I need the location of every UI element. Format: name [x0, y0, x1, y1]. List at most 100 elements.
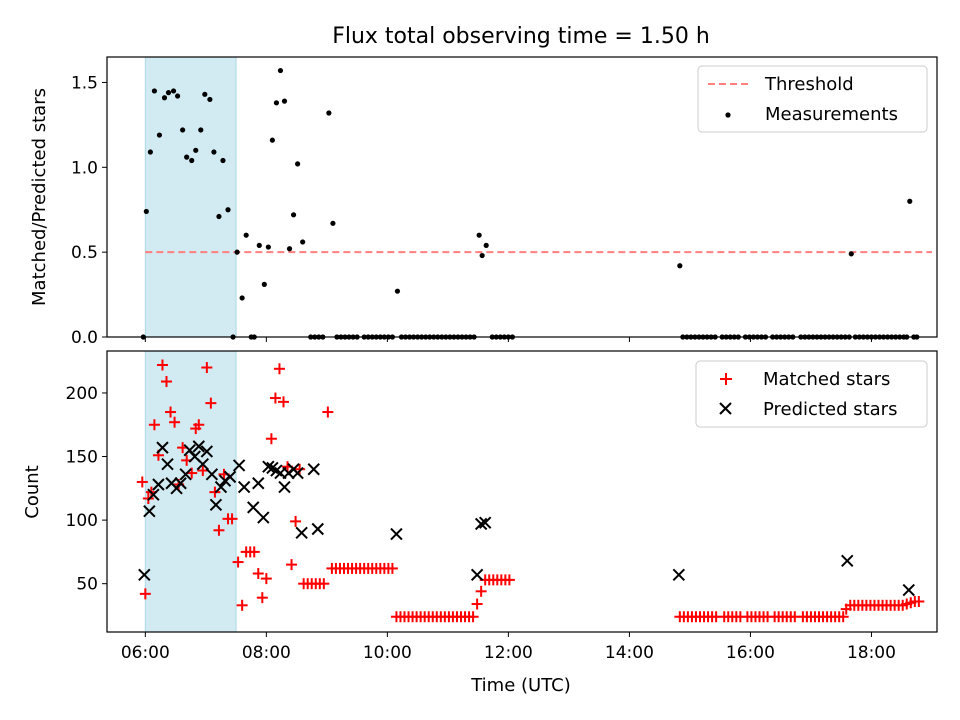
matched-star-point — [471, 598, 483, 610]
y-tick-label: 150 — [66, 448, 98, 468]
predicted-star-point — [192, 440, 205, 453]
measurement-point — [848, 251, 854, 257]
top-legend: Threshold Measurements — [697, 65, 928, 133]
top-legend-box — [697, 65, 928, 133]
x-tick-label: 12:00 — [484, 643, 533, 663]
matched-star-point — [286, 559, 298, 571]
measurement-point — [394, 288, 401, 294]
measurement-point — [295, 161, 301, 167]
matched-star-point — [205, 397, 217, 409]
y-tick-label: 50 — [76, 575, 98, 595]
measurement-point — [220, 157, 226, 164]
matched-star-point — [169, 416, 181, 428]
measurement-point — [216, 213, 222, 220]
measurement-point — [677, 263, 683, 269]
predicted-star-point — [470, 568, 484, 581]
measurement-point — [256, 242, 262, 248]
measurement-point — [198, 127, 204, 133]
matched-star-point — [236, 599, 248, 611]
measurement-point — [184, 154, 190, 160]
predicted-star-point — [262, 460, 275, 473]
measurement-point — [189, 157, 195, 164]
bottom-legend: Matched stars Predicted stars — [695, 360, 928, 428]
matched-star-point — [467, 611, 479, 623]
predicted-star-point — [257, 511, 270, 524]
matched-star-point — [197, 465, 209, 477]
x-tick-label: 06:00 — [121, 643, 170, 663]
y-tick-label: 1.5 — [71, 73, 98, 93]
matched-star-points — [136, 359, 925, 623]
measurement-point — [147, 149, 153, 155]
matched-star-point — [193, 419, 205, 431]
measurement-point — [170, 88, 177, 94]
x-tick-label: 18:00 — [847, 643, 896, 663]
matched-star-point — [232, 556, 244, 568]
matched-star-point — [161, 376, 173, 388]
y-tick-label: 1.0 — [71, 158, 98, 178]
measurement-point — [261, 281, 267, 287]
predicted-star-point — [205, 468, 219, 481]
predicted-star-point — [138, 568, 151, 581]
top-y-axis-ticks: 0.0 0.5 1.0 1.5 — [71, 73, 107, 348]
matched-star-point — [273, 363, 285, 375]
measurement-point — [476, 232, 482, 238]
predicted-star-point — [247, 501, 260, 514]
measurement-point — [151, 88, 157, 94]
matched-star-point — [503, 574, 515, 586]
measurement-point — [479, 252, 485, 259]
matched-star-point — [136, 476, 148, 488]
y-tick-label: 0.0 — [71, 328, 98, 348]
matched-star-point — [248, 546, 260, 558]
measurement-point — [161, 95, 168, 101]
measurement-point — [225, 207, 231, 213]
predicted-star-point — [291, 466, 304, 480]
predicted-star-point — [232, 459, 246, 472]
predicted-star-point — [196, 457, 210, 471]
measurement-point — [269, 137, 275, 143]
top-panel: 0.0 0.5 1.0 1.5 Matched/Predicted stars Thr… — [29, 56, 938, 348]
predicted-star-point — [252, 477, 265, 490]
predicted-star-point — [390, 527, 403, 541]
matched-star-point — [165, 406, 177, 418]
predicted-star-point — [209, 498, 223, 512]
matched-legend-label: Matched stars — [763, 369, 890, 390]
bottom-y-axis-ticks: 50 100 150 200 — [66, 384, 107, 595]
matched-star-point — [265, 433, 277, 445]
bottom-plot-frame — [106, 350, 938, 633]
matched-star-point — [269, 392, 281, 404]
matched-star-point — [913, 595, 925, 607]
matched-star-point — [201, 362, 213, 374]
measurement-point — [281, 98, 288, 104]
matched-star-point — [213, 524, 225, 536]
predicted-star-point — [474, 517, 488, 531]
bottom-x-axis-ticks: 06:00 08:00 10:00 12:00 14:00 16:00 18:00 — [121, 632, 896, 663]
matched-star-point — [252, 568, 264, 580]
measurement-point — [330, 220, 336, 226]
predicted-star-point — [295, 526, 308, 540]
threshold-legend-label: Threshold — [764, 74, 854, 95]
predicted-legend-swatch — [719, 402, 732, 415]
measurement-point — [483, 242, 489, 248]
measurement-point — [202, 91, 208, 97]
predicted-star-point — [841, 554, 854, 568]
measurement-point — [265, 244, 271, 250]
measurement-point — [165, 90, 172, 96]
predicted-star-point — [223, 470, 237, 484]
matched-star-point — [209, 486, 221, 498]
matched-star-point — [277, 396, 289, 408]
measurement-point — [300, 239, 306, 245]
measurement-point — [273, 100, 280, 106]
predicted-star-point — [311, 522, 324, 536]
predicted-star-point — [161, 457, 174, 471]
predicted-star-points — [138, 440, 915, 597]
matched-star-point — [256, 592, 268, 604]
x-tick-label: 10:00 — [363, 643, 412, 663]
matched-star-point — [386, 562, 398, 574]
measurement-point — [193, 147, 199, 153]
observing-window-shade — [144, 56, 237, 338]
matched-legend-swatch — [720, 373, 732, 385]
predicted-star-point — [478, 516, 492, 529]
measurements-legend-label: Measurements — [765, 104, 898, 125]
top-plot-frame — [106, 56, 938, 338]
